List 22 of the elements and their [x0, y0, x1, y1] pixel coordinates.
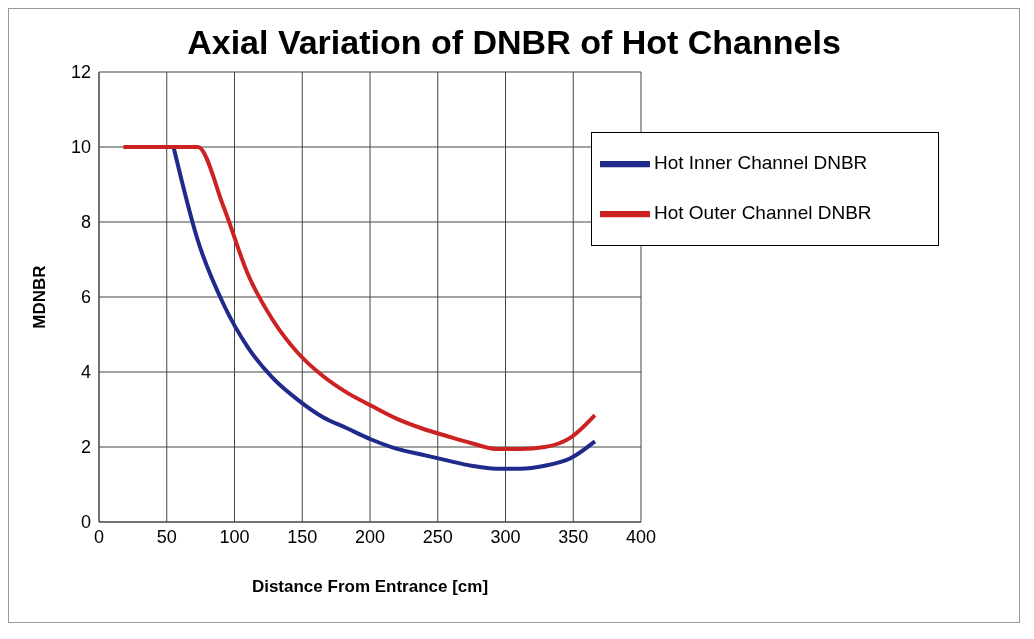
- x-tick-label: 0: [93, 526, 105, 547]
- chart-title: Axial Variation of DNBR of Hot Channels: [186, 23, 842, 62]
- y-tick-label: 2: [80, 437, 91, 458]
- x-axis-title: Distance From Entrance [cm]: [251, 577, 489, 596]
- y-axis-title: MDNBR: [30, 265, 50, 329]
- line-series: [121, 145, 597, 451]
- y-tick-label: 10: [70, 137, 91, 158]
- x-tick-label: 100: [219, 526, 250, 547]
- y-tick-label: 0: [80, 512, 91, 533]
- x-tick-label: 200: [354, 526, 386, 547]
- x-tick-label: 300: [490, 526, 521, 547]
- y-tick-label: 12: [70, 62, 91, 83]
- legend-label: Hot Outer Channel DNBR: [654, 202, 872, 224]
- x-tick-label: 400: [625, 526, 657, 547]
- legend-label: Hot Inner Channel DNBR: [654, 152, 868, 174]
- y-tick-label: 8: [80, 212, 91, 233]
- x-tick-label: 150: [287, 526, 318, 547]
- x-tick-label: 250: [422, 526, 453, 547]
- x-tick-label: 50: [156, 526, 177, 547]
- y-tick-label: 4: [80, 362, 91, 383]
- x-tick-label: 350: [558, 526, 589, 547]
- y-tick-label: 6: [80, 287, 91, 308]
